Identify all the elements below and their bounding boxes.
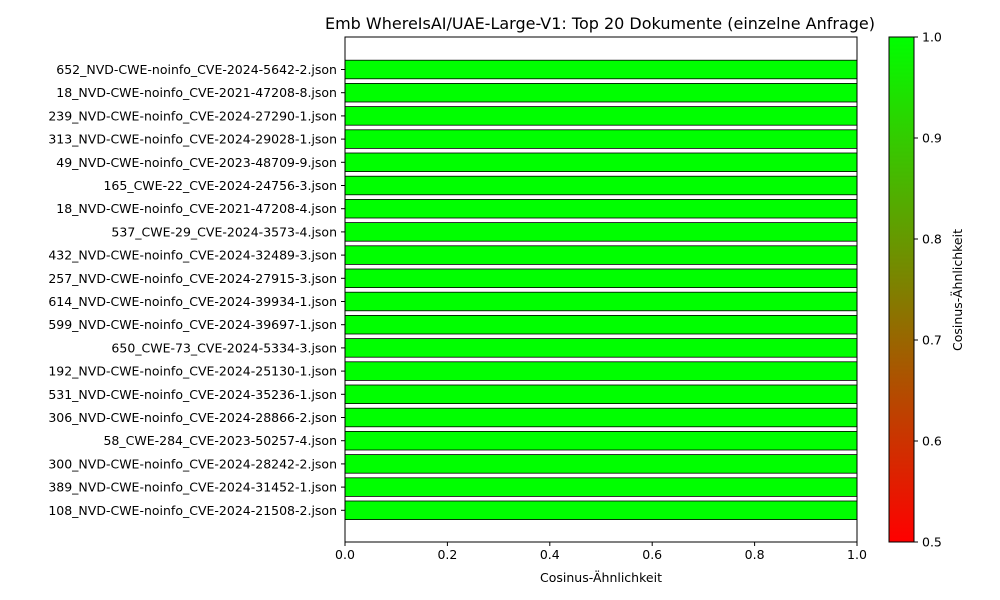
- bar: [344, 384, 858, 405]
- y-tick-label: 614_NVD-CWE-noinfo_CVE-2024-39934-1.json: [48, 294, 337, 309]
- y-tick-label: 432_NVD-CWE-noinfo_CVE-2024-32489-3.json: [48, 248, 337, 263]
- y-tick-label: 18_NVD-CWE-noinfo_CVE-2021-47208-8.json: [56, 85, 337, 100]
- y-tick-label: 108_NVD-CWE-noinfo_CVE-2024-21508-2.json: [48, 503, 337, 518]
- y-axis: 652_NVD-CWE-noinfo_CVE-2024-5642-2.json 1…: [48, 62, 345, 518]
- x-axis: 0.0 0.2 0.4 0.6 0.8 1.0: [335, 542, 867, 562]
- colorbar-tick-label: 1.0: [922, 30, 942, 45]
- y-tick-label: 306_NVD-CWE-noinfo_CVE-2024-28866-2.json: [48, 410, 337, 425]
- bar: [344, 268, 858, 289]
- x-tick-label: 0.4: [540, 547, 560, 562]
- x-tick-label: 0.2: [437, 547, 457, 562]
- colorbar-tick-label: 0.8: [922, 232, 942, 247]
- y-tick-label: 389_NVD-CWE-noinfo_CVE-2024-31452-1.json: [48, 480, 337, 495]
- x-axis-label: Cosinus-Ähnlichkeit: [540, 570, 662, 585]
- bar: [344, 175, 858, 196]
- y-tick-label: 165_CWE-22_CVE-2024-24756-3.json: [103, 178, 337, 193]
- y-tick-label: 257_NVD-CWE-noinfo_CVE-2024-27915-3.json: [48, 271, 337, 286]
- bar: [344, 152, 858, 173]
- bar: [344, 430, 858, 451]
- x-tick-label: 0.0: [335, 547, 355, 562]
- bar: [344, 291, 858, 312]
- y-tick-label: 650_CWE-73_CVE-2024-5334-3.json: [111, 340, 337, 355]
- x-tick-label: 0.6: [642, 547, 662, 562]
- bar: [344, 407, 858, 428]
- colorbar-tick-label: 0.7: [922, 333, 942, 348]
- y-tick-label: 599_NVD-CWE-noinfo_CVE-2024-39697-1.json: [48, 317, 337, 332]
- bar: [344, 338, 858, 358]
- y-tick-label: 49_NVD-CWE-noinfo_CVE-2023-48709-9.json: [56, 155, 337, 170]
- bars-layer: [344, 59, 858, 521]
- chart-title: Emb WhereIsAI/UAE-Large-V1: Top 20 Dokum…: [325, 14, 875, 33]
- x-tick-label: 1.0: [847, 547, 867, 562]
- bar: [344, 129, 858, 149]
- y-tick-label: 300_NVD-CWE-noinfo_CVE-2024-28242-2.json: [48, 456, 337, 471]
- bar: [344, 454, 858, 474]
- plot-frame: [344, 36, 858, 543]
- colorbar-label: Cosinus-Ähnlichkeit: [950, 229, 965, 351]
- y-tick-label: 652_NVD-CWE-noinfo_CVE-2024-5642-2.json: [56, 62, 337, 77]
- bar: [344, 361, 858, 381]
- bar: [344, 198, 858, 219]
- bar: [344, 106, 858, 126]
- x-tick-label: 0.8: [745, 547, 765, 562]
- bar: [344, 59, 858, 80]
- y-tick-label: 58_CWE-284_CVE-2023-50257-4.json: [103, 433, 337, 448]
- bar: [344, 245, 858, 265]
- bar: [344, 222, 858, 242]
- bar: [344, 500, 858, 521]
- y-tick-label: 537_CWE-29_CVE-2024-3573-4.json: [111, 224, 337, 239]
- y-tick-label: 313_NVD-CWE-noinfo_CVE-2024-29028-1.json: [48, 132, 337, 147]
- colorbar-tick-label: 0.9: [922, 131, 942, 146]
- colorbar: [888, 36, 915, 543]
- colorbar-tick-label: 0.6: [922, 434, 942, 449]
- colorbar-tick-label: 0.5: [922, 535, 942, 550]
- bar: [344, 477, 858, 497]
- y-tick-label: 18_NVD-CWE-noinfo_CVE-2021-47208-4.json: [56, 201, 337, 216]
- bar: [344, 83, 858, 103]
- y-tick-label: 531_NVD-CWE-noinfo_CVE-2024-35236-1.json: [48, 387, 337, 402]
- y-tick-label: 192_NVD-CWE-noinfo_CVE-2024-25130-1.json: [48, 364, 337, 379]
- colorbar-ticks: 0.5 0.6 0.7 0.8 0.9 1.0: [914, 30, 942, 550]
- bar: [344, 314, 858, 335]
- y-tick-label: 239_NVD-CWE-noinfo_CVE-2024-27290-1.json: [48, 108, 337, 123]
